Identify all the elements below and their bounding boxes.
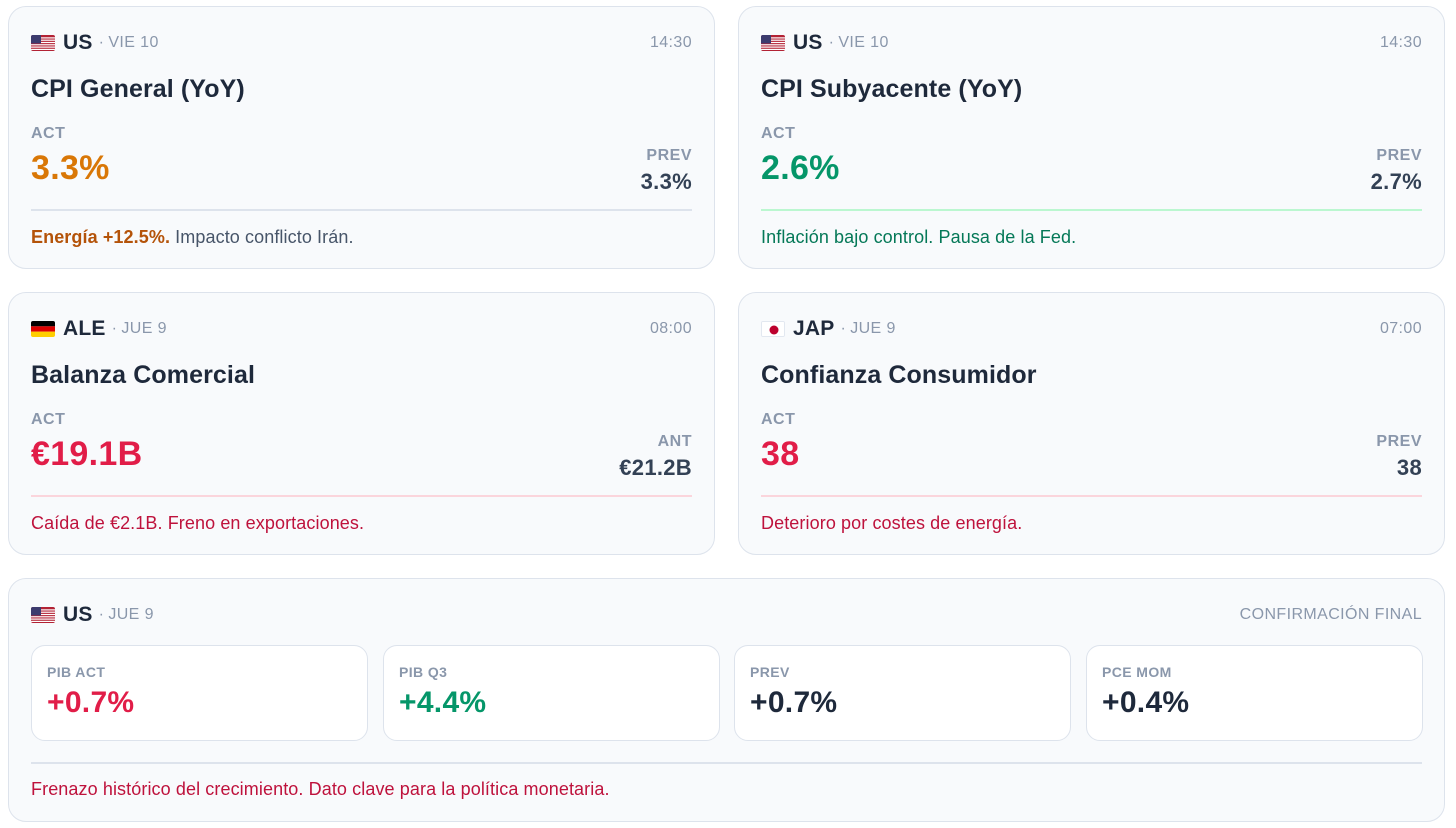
event-note: Deterioro por costes de energía. bbox=[761, 513, 1023, 533]
divider bbox=[31, 495, 692, 497]
event-day: · JUE 9 bbox=[840, 320, 896, 337]
actual-value: 38 bbox=[761, 435, 800, 473]
metric-box-pce-mom: PCE MOM +0.4% bbox=[1086, 645, 1423, 741]
divider bbox=[761, 209, 1422, 211]
note-highlight: Energía +12.5%. bbox=[31, 227, 171, 247]
event-card-us-cpi-core[interactable]: US · VIE 10 14:30 CPI Subyacente (YoY) AC… bbox=[738, 6, 1445, 269]
metric-label: PREV bbox=[750, 664, 790, 680]
card-header: ALE · JUE 9 08:00 bbox=[31, 317, 692, 341]
event-time: 08:00 bbox=[649, 320, 692, 337]
event-time: 14:30 bbox=[649, 34, 692, 51]
indicator-title: CPI Subyacente (YoY) bbox=[761, 75, 1023, 103]
card-header: US · VIE 10 14:30 bbox=[31, 31, 692, 55]
actual-label: ACT bbox=[31, 125, 66, 142]
event-card-us-gdp[interactable]: US · JUE 9 CONFIRMACIÓN FINAL PIB ACT +0.… bbox=[8, 578, 1445, 822]
previous-value: 38 bbox=[1396, 455, 1422, 480]
metric-label: PCE MOM bbox=[1102, 664, 1172, 680]
divider bbox=[31, 209, 692, 211]
actual-label: ACT bbox=[761, 125, 796, 142]
previous-label: PREV bbox=[646, 147, 692, 164]
previous-value: €21.2B bbox=[619, 455, 692, 480]
divider bbox=[31, 762, 1422, 764]
previous-label: ANT bbox=[657, 433, 692, 450]
metric-label: PIB Q3 bbox=[399, 664, 448, 680]
actual-value: 3.3% bbox=[31, 149, 110, 187]
actual-value: 2.6% bbox=[761, 149, 840, 187]
metric-value: +4.4% bbox=[399, 686, 487, 719]
previous-value: 2.7% bbox=[1370, 169, 1422, 194]
country-code: ALE bbox=[63, 317, 106, 340]
status-tag: CONFIRMACIÓN FINAL bbox=[1239, 606, 1422, 623]
event-card-us-cpi-general[interactable]: US · VIE 10 14:30 CPI General (YoY) ACT 3… bbox=[8, 6, 715, 269]
indicator-title: CPI General (YoY) bbox=[31, 75, 245, 103]
indicator-title: Balanza Comercial bbox=[31, 361, 256, 389]
metric-box-pib-act: PIB ACT +0.7% bbox=[31, 645, 368, 741]
actual-label: ACT bbox=[761, 411, 796, 428]
previous-label: PREV bbox=[1376, 433, 1422, 450]
metric-box-pib-q3: PIB Q3 +4.4% bbox=[383, 645, 720, 741]
card-header: US · VIE 10 14:30 bbox=[761, 31, 1422, 55]
metric-value: +0.7% bbox=[47, 686, 135, 719]
card-header: US · JUE 9 CONFIRMACIÓN FINAL bbox=[31, 603, 1422, 627]
country-code: US bbox=[793, 31, 823, 54]
event-note: Caída de €2.1B. Freno en exportaciones. bbox=[31, 513, 365, 533]
country-code: US bbox=[63, 603, 93, 626]
event-card-jp-consumer-confidence[interactable]: JAP · JUE 9 07:00 Confianza Consumidor AC… bbox=[738, 292, 1445, 555]
event-day: · VIE 10 bbox=[828, 34, 889, 51]
indicator-title: Confianza Consumidor bbox=[761, 361, 1037, 389]
event-day: · VIE 10 bbox=[98, 34, 159, 51]
event-card-de-trade-balance[interactable]: ALE · JUE 9 08:00 Balanza Comercial ACT €… bbox=[8, 292, 715, 555]
previous-label: PREV bbox=[1376, 147, 1422, 164]
event-note: Inflación bajo control. Pausa de la Fed. bbox=[761, 227, 1077, 247]
divider bbox=[761, 495, 1422, 497]
metric-value: +0.4% bbox=[1102, 686, 1190, 719]
event-note: Energía +12.5%. Impacto conflicto Irán. bbox=[31, 227, 354, 247]
event-time: 07:00 bbox=[1379, 320, 1422, 337]
previous-value: 3.3% bbox=[640, 169, 692, 194]
event-day: · JUE 9 bbox=[98, 606, 154, 623]
country-code: JAP bbox=[793, 317, 835, 340]
event-day: · JUE 9 bbox=[111, 320, 167, 337]
us-flag-icon bbox=[31, 35, 55, 51]
country-code: US bbox=[63, 31, 93, 54]
card-header: JAP · JUE 9 07:00 bbox=[761, 317, 1422, 341]
metric-value: +0.7% bbox=[750, 686, 838, 719]
jp-flag-icon bbox=[761, 321, 785, 337]
metric-box-prev: PREV +0.7% bbox=[734, 645, 1071, 741]
event-time: 14:30 bbox=[1379, 34, 1422, 51]
us-flag-icon bbox=[761, 35, 785, 51]
actual-label: ACT bbox=[31, 411, 66, 428]
event-note: Frenazo histórico del crecimiento. Dato … bbox=[31, 779, 610, 799]
actual-value: €19.1B bbox=[31, 435, 143, 473]
us-flag-icon bbox=[31, 607, 55, 623]
metric-label: PIB ACT bbox=[47, 664, 106, 680]
de-flag-icon bbox=[31, 321, 55, 337]
